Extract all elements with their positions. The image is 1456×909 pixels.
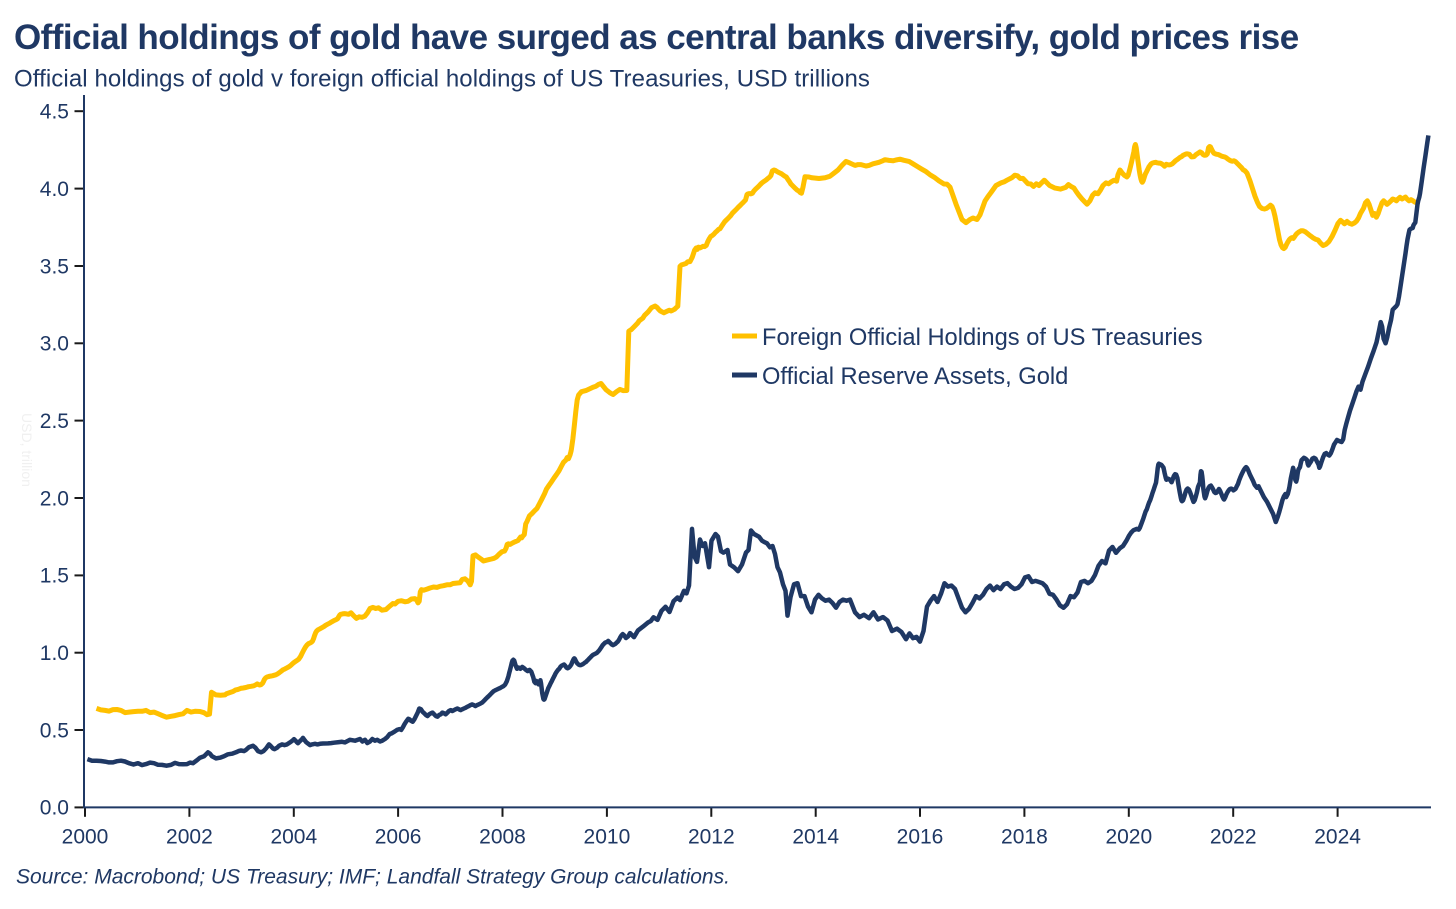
svg-text:2002: 2002 — [166, 826, 213, 849]
svg-text:Official Reserve Assets, Gold: Official Reserve Assets, Gold — [762, 364, 1068, 390]
svg-text:3.5: 3.5 — [40, 255, 69, 278]
svg-text:2.0: 2.0 — [40, 487, 69, 510]
svg-text:2000: 2000 — [62, 826, 109, 849]
svg-text:2020: 2020 — [1105, 826, 1152, 849]
svg-text:2024: 2024 — [1314, 826, 1361, 849]
svg-text:0.5: 0.5 — [40, 719, 69, 742]
svg-text:2004: 2004 — [270, 826, 317, 849]
svg-text:Foreign Official Holdings of U: Foreign Official Holdings of US Treasuri… — [762, 325, 1203, 351]
svg-text:Source: Macrobond; US Treasury: Source: Macrobond; US Treasury; IMF; Lan… — [16, 866, 730, 889]
svg-text:2012: 2012 — [688, 826, 735, 849]
svg-text:2014: 2014 — [792, 826, 839, 849]
svg-text:Official holdings of gold v fo: Official holdings of gold v foreign offi… — [14, 66, 870, 93]
svg-text:2022: 2022 — [1210, 826, 1257, 849]
svg-text:2016: 2016 — [897, 826, 944, 849]
svg-text:3.0: 3.0 — [40, 333, 69, 356]
svg-text:1.5: 1.5 — [40, 565, 69, 588]
svg-text:2018: 2018 — [1001, 826, 1048, 849]
svg-text:0.0: 0.0 — [40, 797, 69, 820]
svg-text:2006: 2006 — [375, 826, 422, 849]
svg-text:2008: 2008 — [479, 826, 526, 849]
svg-text:USD, trillion: USD, trillion — [19, 413, 35, 487]
svg-text:Official holdings of gold have: Official holdings of gold have surged as… — [14, 18, 1299, 57]
svg-text:4.0: 4.0 — [40, 178, 69, 201]
svg-text:1.0: 1.0 — [40, 642, 69, 665]
svg-text:2010: 2010 — [584, 826, 631, 849]
svg-text:2.5: 2.5 — [40, 410, 69, 433]
svg-text:4.5: 4.5 — [40, 101, 69, 124]
